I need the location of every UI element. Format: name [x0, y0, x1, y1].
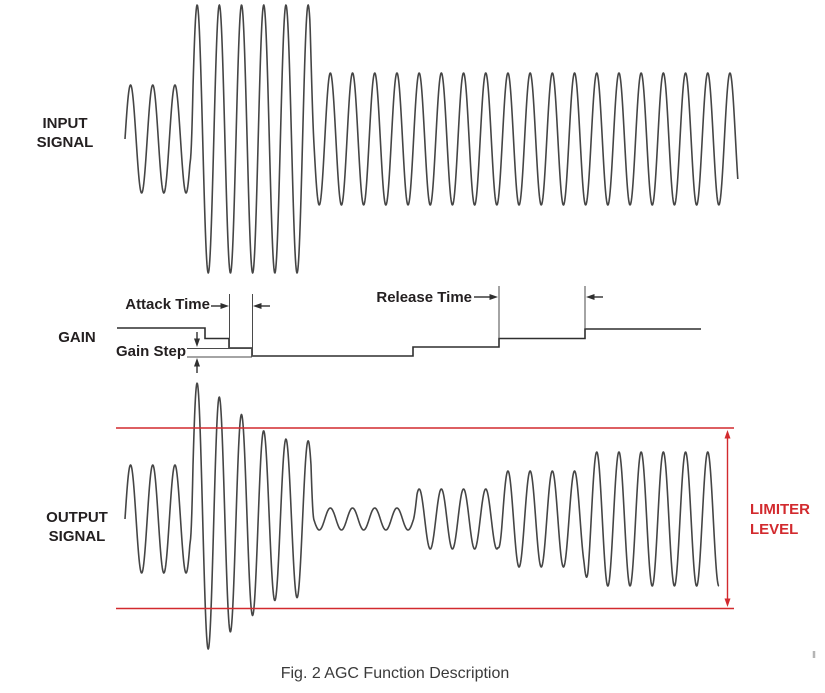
input-waveform	[124, 4, 739, 274]
figure-caption: Fig. 2 AGC Function Description	[280, 665, 510, 682]
annotation-arrow-head	[253, 303, 262, 309]
attack-time-label: Attack Time	[125, 296, 210, 313]
release-time-label: Release Time	[376, 289, 472, 306]
annotation-arrow-head	[220, 303, 229, 309]
gain-trace	[117, 327, 701, 357]
limiter-arrow-up-head	[724, 430, 731, 439]
limiter-level-label: LIMITER LEVEL	[750, 501, 810, 538]
input-signal-label: INPUT SIGNAL	[36, 115, 94, 151]
gain-label: GAIN	[58, 329, 96, 346]
annotation-arrow-head	[489, 294, 498, 300]
output-waveform	[124, 382, 720, 650]
annotation-arrow-head	[194, 338, 200, 347]
limiter-arrow-down-head	[724, 598, 731, 607]
annotation-arrow-head	[194, 358, 200, 367]
output-signal-label: OUTPUT SIGNAL	[46, 509, 108, 545]
gain-step-label: Gain Step	[115, 343, 186, 360]
annotation-arrow-head	[586, 294, 595, 300]
